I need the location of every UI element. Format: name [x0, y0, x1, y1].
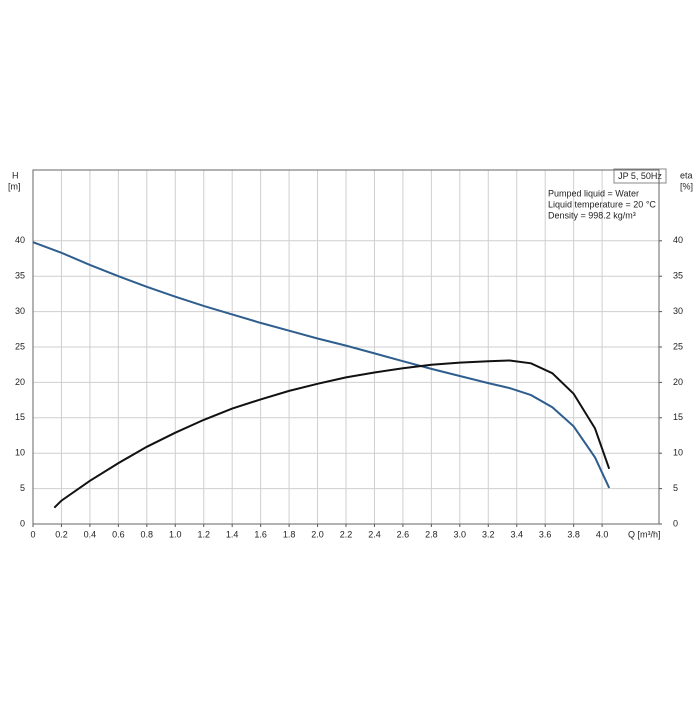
y2-tick-label: 25: [673, 341, 683, 351]
x-tick-label: 1.0: [169, 529, 182, 539]
x-tick-label: 3.6: [539, 529, 552, 539]
x-tick-label: 3.8: [567, 529, 580, 539]
annotation: Liquid temperature = 20 °C: [548, 199, 656, 209]
curve: [32, 241, 611, 489]
x-tick-label: 2.4: [368, 529, 381, 539]
x-tick-label: 1.2: [197, 529, 210, 539]
y2-tick-label: 10: [673, 448, 683, 458]
x-tick-label: 0.8: [141, 529, 154, 539]
annotation: Density = 998.2 kg/m³: [548, 210, 636, 220]
y-tick-label: 15: [15, 412, 25, 422]
x-tick-label: 2.0: [311, 529, 324, 539]
x-tick-label: 2.8: [425, 529, 438, 539]
x-tick-label: 3.4: [510, 529, 523, 539]
x-tick-label: 2.6: [397, 529, 410, 539]
y2-tick-label: 5: [673, 483, 678, 493]
y2-tick-label: 20: [673, 377, 683, 387]
y-tick-label: 0: [20, 518, 25, 528]
curve: [53, 359, 611, 509]
y2-axis-label: eta: [680, 170, 693, 180]
x-tick-label: 0.4: [84, 529, 97, 539]
y-tick-label: 30: [15, 306, 25, 316]
y-axis-unit: [m]: [8, 181, 21, 191]
annotation: Pumped liquid = Water: [548, 188, 639, 198]
x-tick-label: 1.4: [226, 529, 239, 539]
y-axis-label: H: [12, 170, 19, 180]
y2-tick-label: 0: [673, 518, 678, 528]
x-tick-label: 1.8: [283, 529, 296, 539]
x-tick-label: 2.2: [340, 529, 353, 539]
title-box: [613, 168, 667, 184]
y2-tick-label: 40: [673, 235, 683, 245]
x-tick-label: 0.6: [112, 529, 125, 539]
y-tick-label: 35: [15, 271, 25, 281]
x-tick-label: 3.2: [482, 529, 495, 539]
x-tick-label: 1.6: [254, 529, 267, 539]
y-tick-label: 40: [15, 235, 25, 245]
x-tick-label: 4.0: [596, 529, 609, 539]
x-tick-label: 3.0: [454, 529, 467, 539]
y2-tick-label: 35: [673, 271, 683, 281]
x-tick-label: 0.2: [55, 529, 68, 539]
y-tick-label: 25: [15, 341, 25, 351]
plot-frame: [32, 169, 660, 525]
chart-title: JP 5, 50Hz: [618, 171, 662, 181]
x-axis-label: Q [m³/h]: [628, 529, 661, 539]
y2-axis-unit: [%]: [680, 181, 693, 191]
x-tick-label: 0: [30, 529, 35, 539]
y2-tick-label: 30: [673, 306, 683, 316]
y-tick-label: 10: [15, 448, 25, 458]
y2-tick-label: 15: [673, 412, 683, 422]
y-tick-label: 20: [15, 377, 25, 387]
y-tick-label: 5: [20, 483, 25, 493]
